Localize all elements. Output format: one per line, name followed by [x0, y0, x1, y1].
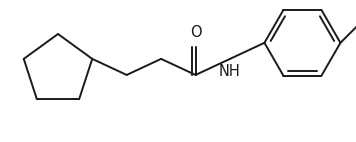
Text: NH: NH — [219, 64, 241, 79]
Text: O: O — [190, 25, 201, 40]
